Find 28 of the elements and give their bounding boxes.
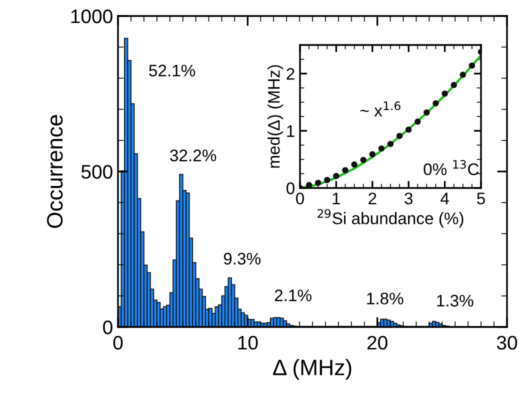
y-tick-label: 0	[103, 320, 112, 334]
annotation: ~ x$^{1.6}$	[360, 101, 400, 116]
x-tick-label: 0	[113, 336, 123, 350]
annotation: 1.3%	[437, 294, 474, 307]
y-tick-label: 1000	[71, 9, 112, 24]
y-tick-label: 500	[81, 164, 112, 179]
x-tick-label: 2	[368, 192, 376, 204]
annotation: 52.1%	[149, 64, 196, 76]
annotation: 2.1%	[274, 290, 312, 302]
y-tick-label: 0	[286, 182, 294, 194]
y-axis-title: Occurrence	[46, 115, 63, 228]
x-tick-label: 3	[404, 192, 412, 204]
annotation: 1.8%	[367, 292, 404, 304]
x-tick-label: 4	[440, 192, 449, 204]
x-axis-title: Δ (MHz)	[273, 359, 352, 380]
y-tick-label: 2	[286, 68, 294, 80]
x-tick-label: 1	[332, 192, 340, 204]
annotation: 9.3%	[224, 252, 260, 265]
annotation: 32.2%	[170, 150, 216, 162]
x-tick-label: 30	[496, 336, 518, 350]
y-tick-label: 1	[287, 125, 294, 137]
x-tick-label: 0	[296, 192, 304, 204]
y-axis-title: med(Δ) (MHz)	[268, 65, 284, 168]
x-tick-label: 10	[238, 336, 258, 350]
annotation: 0% $^{13}$C	[424, 160, 479, 176]
x-tick-label: 5	[477, 192, 485, 204]
x-tick-label: 20	[368, 336, 388, 350]
x-axis-title: $^{29}$Si abundance (%)	[318, 209, 464, 228]
